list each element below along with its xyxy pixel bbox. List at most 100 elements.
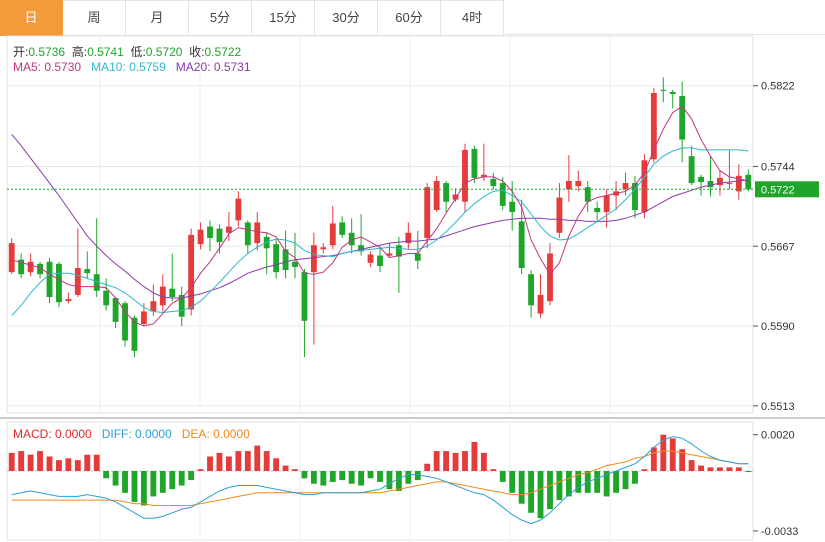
candle-body xyxy=(367,254,374,263)
candle-body xyxy=(320,247,327,250)
macd-bar xyxy=(377,471,383,482)
candle-body xyxy=(443,183,450,202)
candle-body xyxy=(358,245,365,252)
macd-bar xyxy=(188,471,195,481)
tab-week[interactable]: 周 xyxy=(63,0,126,36)
candle-body xyxy=(698,176,704,183)
candle-body xyxy=(216,228,223,243)
candle-body xyxy=(273,244,280,273)
price-tick-label: 0.5590 xyxy=(761,321,795,333)
macd-bar xyxy=(745,471,752,473)
candle-body xyxy=(56,263,62,303)
macd-bar xyxy=(348,471,355,484)
candle-body xyxy=(18,259,25,275)
tab-bar-spacer xyxy=(504,0,825,35)
macd-bar xyxy=(8,452,15,472)
close-value: 0.5722 xyxy=(204,45,242,59)
ma-readout: MA5: 0.5730 MA10: 0.5759 MA20: 0.5731 xyxy=(13,60,251,74)
macd-bar xyxy=(216,452,223,472)
macd-bar xyxy=(443,451,450,472)
candle-body xyxy=(254,222,261,244)
macd-bar xyxy=(18,451,25,472)
high-value: 0.5741 xyxy=(87,45,124,59)
macd-bar xyxy=(103,471,110,479)
macd-bar xyxy=(112,471,119,486)
candle-body xyxy=(310,245,317,273)
macd-bar xyxy=(528,471,535,513)
macd-bar xyxy=(178,471,185,486)
candle-body xyxy=(669,91,676,94)
macd-bar xyxy=(433,451,440,472)
candle-body xyxy=(235,198,242,221)
macd-bar xyxy=(358,471,365,486)
candle-body xyxy=(575,181,582,187)
tab-15min[interactable]: 15分 xyxy=(252,0,315,36)
ma5-label: MA5: xyxy=(13,60,45,74)
candle-body xyxy=(65,299,72,302)
diff-line xyxy=(11,435,749,525)
macd-bar xyxy=(622,471,629,490)
tab-4hour[interactable]: 4时 xyxy=(441,0,504,36)
macd-tick-label: -0.0033 xyxy=(761,526,798,538)
macd-bar xyxy=(56,460,62,472)
candle-body xyxy=(537,294,544,314)
candle-body xyxy=(660,89,667,91)
low-value: 0.5720 xyxy=(145,45,183,59)
macd-bar xyxy=(74,460,81,472)
macd-bar xyxy=(698,465,704,472)
candle-body xyxy=(46,261,53,297)
candle-body xyxy=(462,149,468,202)
macd-bar xyxy=(140,471,147,506)
macd-bar xyxy=(575,471,582,493)
macd-bar xyxy=(660,434,667,472)
price-tick-label: 0.5667 xyxy=(761,241,795,253)
macd-bar xyxy=(244,451,251,472)
macd-bar xyxy=(225,456,232,472)
candle-body xyxy=(622,183,629,190)
macd-bar xyxy=(131,471,138,502)
macd-bar xyxy=(707,467,714,472)
candle-body xyxy=(424,187,431,238)
candle-body xyxy=(717,177,723,186)
macd-bar xyxy=(273,458,280,472)
macd-bar xyxy=(254,445,261,472)
candle-body xyxy=(150,301,157,312)
candle-body xyxy=(528,274,535,306)
tab-5min[interactable]: 5分 xyxy=(189,0,252,36)
candle-body xyxy=(565,181,572,190)
open-value: 0.5736 xyxy=(28,45,66,59)
macd-bar xyxy=(726,467,733,472)
macd-bar xyxy=(320,471,327,486)
macd-bar xyxy=(93,454,100,472)
candle-body xyxy=(74,268,81,295)
macd-bar xyxy=(424,463,431,472)
candle-body xyxy=(103,290,110,306)
macd-bar xyxy=(462,451,468,472)
tab-30min[interactable]: 30分 xyxy=(315,0,378,36)
tab-month[interactable]: 月 xyxy=(126,0,189,36)
macd-bar xyxy=(395,471,402,491)
candle-body xyxy=(641,160,648,213)
candle-body xyxy=(282,249,289,271)
macd-bar xyxy=(641,469,648,472)
candle-body xyxy=(339,222,346,235)
tab-day[interactable]: 日 xyxy=(0,0,63,36)
candle-body xyxy=(244,222,251,246)
candle-body xyxy=(377,255,383,266)
dea-label: DEA: xyxy=(181,427,214,441)
macd-bar xyxy=(414,471,421,481)
macd-bar xyxy=(84,454,91,472)
macd-bar xyxy=(603,471,610,497)
candle-body xyxy=(688,156,695,184)
candle-body xyxy=(386,253,393,256)
candle-body xyxy=(8,243,15,273)
macd-bar xyxy=(679,449,686,472)
ma5-value: 0.5730 xyxy=(44,60,82,74)
candle-body xyxy=(348,232,355,246)
ma20-text: MA20: 0.5731 xyxy=(176,60,251,74)
candle-body xyxy=(547,253,553,302)
price-plot-frame xyxy=(6,35,754,414)
macd-bar xyxy=(490,469,497,472)
candle-body xyxy=(556,197,563,233)
